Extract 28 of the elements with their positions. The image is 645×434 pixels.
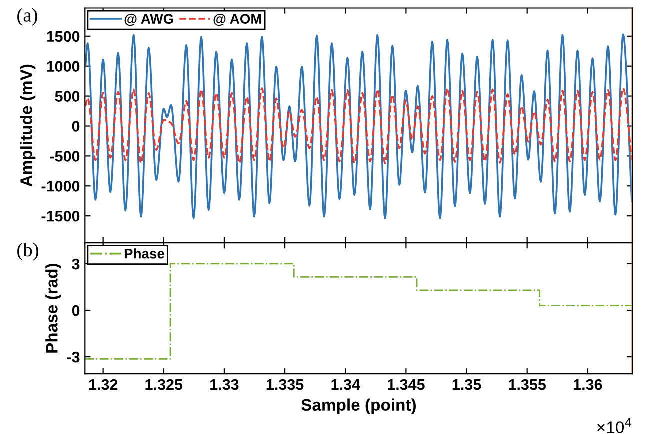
legend-label: Phase	[124, 248, 164, 259]
text: ×10$^{4}$	[598, 418, 632, 434]
text: (a)	[18, 8, 38, 26]
x-tick-label: 1.34	[332, 379, 360, 390]
x-tick-label: 1.335	[266, 379, 304, 390]
y-tick-label: 1000	[47, 61, 80, 72]
x-tick-label: 1.33	[210, 379, 239, 390]
x-tick-label: 1.345	[388, 379, 425, 390]
y-tick-label: 0	[72, 305, 80, 316]
x-tick-label: 1.36	[574, 379, 602, 390]
legend-label: @ AOM	[214, 14, 262, 26]
x-tick-label: 1.325	[146, 379, 183, 390]
legend-label: @ AWG	[124, 14, 174, 26]
y-tick-label: 1500	[47, 31, 80, 42]
y-tick-label: 500	[55, 91, 80, 102]
x-tick-label: 1.32	[89, 379, 118, 390]
y-tick-label: -500	[50, 151, 80, 162]
y-tick-label: -1500	[42, 210, 80, 222]
y-tick-label: -1000	[42, 181, 80, 192]
x-tick-label: 1.35	[452, 379, 482, 390]
y-tick-label: -3	[67, 352, 80, 363]
y-axis-title: Phase (rad)	[46, 264, 62, 353]
y-tick-label: 0	[72, 121, 80, 132]
text: (b)	[18, 243, 39, 261]
y-tick-label: 3	[72, 258, 80, 270]
x-tick-label: 1.355	[509, 379, 546, 390]
x-axis-title: Sample (point)	[302, 398, 416, 414]
y-axis-title: Amplitude (mV)	[20, 64, 36, 187]
